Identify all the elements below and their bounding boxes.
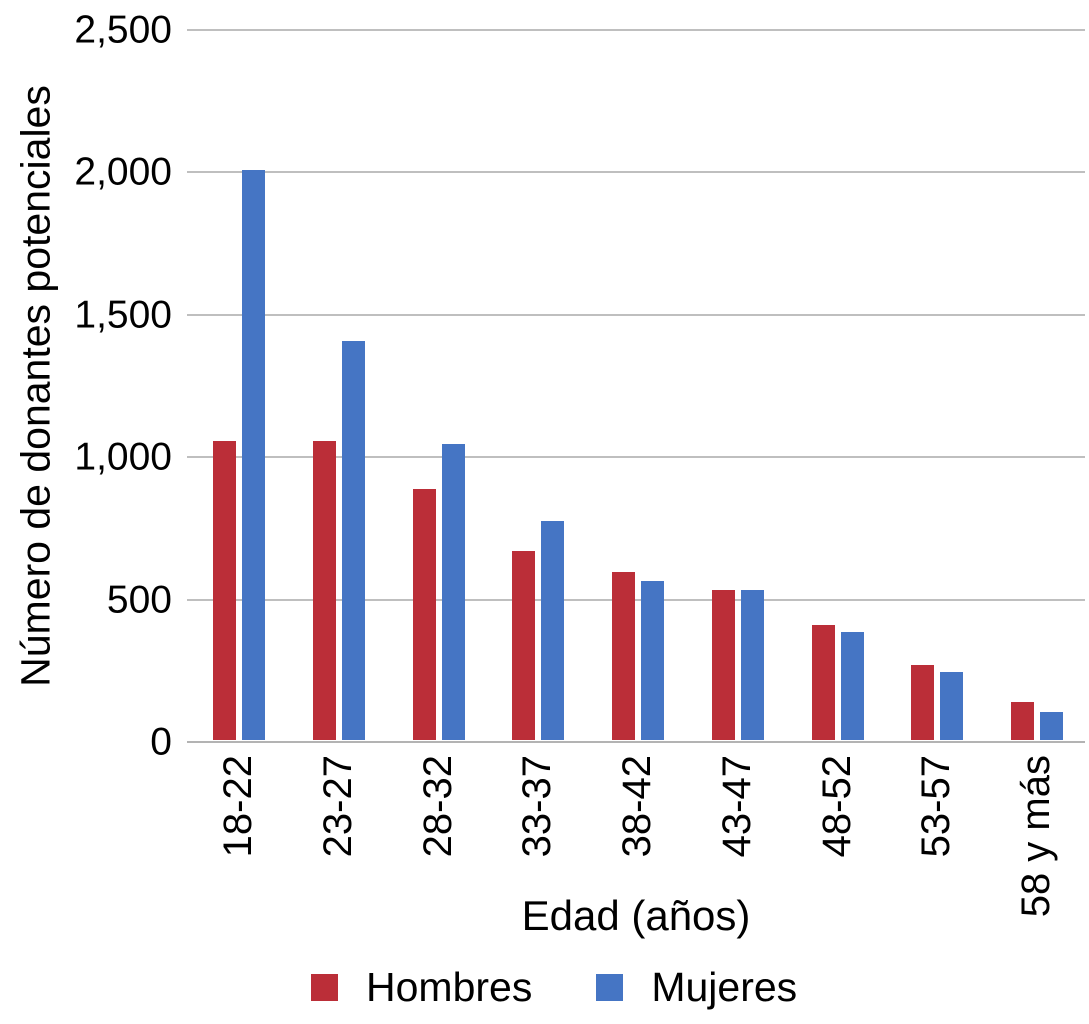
bar-hombres-23-27 bbox=[312, 440, 336, 740]
y-axis-title: Número de donantes potenciales bbox=[12, 85, 59, 687]
x-tick-label: 53-57 bbox=[914, 755, 959, 858]
x-axis-title: Edad (años) bbox=[521, 892, 751, 939]
bar-mujeres-33-37 bbox=[541, 520, 565, 740]
bar-hombres-38-42 bbox=[612, 571, 636, 740]
hombres-swatch-icon bbox=[311, 974, 338, 1001]
bar-hombres-28-32 bbox=[412, 489, 436, 740]
bar-hombres-18-22 bbox=[213, 440, 236, 740]
bar-mujeres-48-52 bbox=[840, 631, 864, 740]
plot-area bbox=[187, 29, 1085, 743]
x-tick-label: 43-47 bbox=[714, 755, 759, 858]
x-tick-label: 18-22 bbox=[216, 755, 260, 858]
gridline bbox=[187, 171, 1085, 174]
x-tick-label: 28-32 bbox=[415, 755, 460, 858]
y-tick-label: 1,500 bbox=[74, 293, 172, 337]
bar-mujeres-38-42 bbox=[641, 580, 665, 740]
bar-hombres-53-57 bbox=[911, 664, 935, 740]
x-tick-label: 33-37 bbox=[515, 755, 560, 858]
y-tick-label: 1,000 bbox=[74, 435, 172, 479]
y-tick-label: 2,500 bbox=[74, 8, 172, 52]
gridline bbox=[187, 29, 1085, 31]
legend-label-mujeres: Mujeres bbox=[651, 964, 798, 1010]
legend: Hombres Mujeres bbox=[311, 964, 797, 1011]
y-tick-label: 2,000 bbox=[74, 150, 172, 194]
gridline bbox=[187, 313, 1085, 316]
legend-label-hombres: Hombres bbox=[366, 964, 533, 1010]
x-tick-label: 23-27 bbox=[315, 755, 360, 858]
bar-mujeres-28-32 bbox=[441, 443, 465, 740]
legend-item-mujeres: Mujeres bbox=[596, 964, 797, 1011]
y-tick-label: 0 bbox=[150, 720, 172, 764]
bar-mujeres-23-27 bbox=[341, 341, 365, 740]
bar-mujeres-53-57 bbox=[940, 671, 964, 740]
bar-hombres-43-47 bbox=[711, 590, 735, 740]
bar-mujeres-43-47 bbox=[740, 590, 764, 740]
x-tick-label: 48-52 bbox=[814, 755, 859, 858]
bar-hombres-33-37 bbox=[512, 550, 536, 740]
x-tick-label: 58 y más bbox=[1014, 755, 1059, 918]
bar-hombres-58 y más bbox=[1011, 701, 1035, 740]
gridline bbox=[187, 598, 1085, 601]
y-tick-label: 500 bbox=[106, 578, 172, 622]
bar-mujeres-18-22 bbox=[242, 170, 265, 740]
bar-hombres-48-52 bbox=[811, 624, 835, 740]
x-axis-line bbox=[187, 741, 1085, 743]
bar-mujeres-58 y más bbox=[1040, 711, 1064, 740]
legend-item-hombres: Hombres bbox=[311, 964, 532, 1011]
mujeres-swatch-icon bbox=[596, 974, 624, 1001]
x-tick-label: 38-42 bbox=[615, 755, 660, 858]
gridline bbox=[187, 456, 1085, 459]
